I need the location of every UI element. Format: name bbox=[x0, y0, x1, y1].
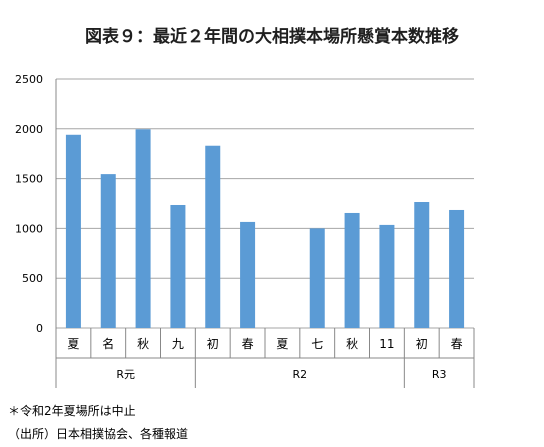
x-tick-label: 夏 bbox=[276, 337, 288, 351]
y-tick-label: 1500 bbox=[15, 173, 43, 186]
bar bbox=[449, 209, 465, 328]
y-tick-label: 2500 bbox=[15, 73, 43, 86]
bar bbox=[414, 202, 430, 328]
y-tick-label: 0 bbox=[36, 322, 43, 335]
bar bbox=[65, 134, 81, 328]
x-tick-label: 名 bbox=[102, 336, 114, 351]
y-axis: 0 500 1000 1500 2000 2500 bbox=[15, 73, 57, 388]
bar bbox=[379, 224, 395, 328]
bar bbox=[100, 174, 116, 328]
x-tick-label: 春 bbox=[242, 337, 254, 351]
group-label: R元 bbox=[116, 368, 135, 381]
x-tick-label: 初 bbox=[207, 337, 219, 351]
bar bbox=[170, 204, 186, 328]
note-source: （出所）日本相撲協会、各種報道 bbox=[8, 427, 189, 441]
gridlines bbox=[56, 78, 474, 329]
x-tick-label: 春 bbox=[451, 337, 463, 351]
y-tick-label: 500 bbox=[22, 272, 43, 285]
x-tick-label: 夏 bbox=[67, 337, 79, 351]
bars bbox=[65, 129, 465, 328]
y-tick-label: 2000 bbox=[15, 123, 43, 136]
x-tick-label: 秋 bbox=[346, 337, 358, 351]
bar bbox=[135, 129, 151, 328]
x-tick-label: 九 bbox=[172, 337, 184, 351]
x-tick-label: 七 bbox=[311, 337, 323, 351]
bar bbox=[344, 212, 360, 328]
bar bbox=[240, 221, 256, 328]
x-tick-label: 11 bbox=[379, 337, 394, 351]
x-axis: 夏 名 秋 九 初 春 夏 七 秋 11 初 春 R元 R2 R3 bbox=[55, 328, 475, 388]
bar bbox=[309, 228, 325, 328]
x-tick-label: 初 bbox=[416, 337, 428, 351]
note-cancellation: ＊令和2年夏場所は中止 bbox=[8, 404, 136, 418]
x-tick-label: 秋 bbox=[137, 337, 149, 351]
y-tick-label: 1000 bbox=[15, 222, 43, 235]
group-label: R3 bbox=[432, 368, 447, 381]
group-label: R2 bbox=[293, 368, 308, 381]
chart-title: 図表９：最近２年間の大相撲本場所懸賞本数推移 bbox=[85, 26, 459, 47]
bar bbox=[205, 145, 221, 328]
